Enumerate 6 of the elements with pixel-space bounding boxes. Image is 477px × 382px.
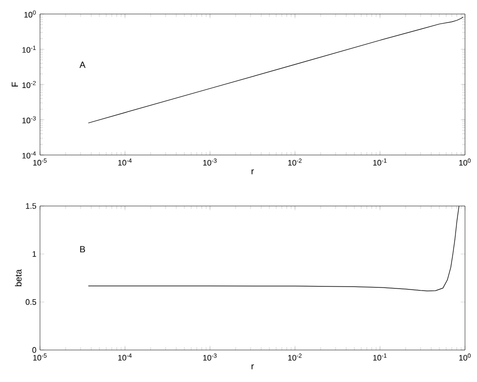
annotation: A bbox=[80, 62, 86, 68]
annotation: B bbox=[80, 246, 86, 252]
x-axis-title: r bbox=[252, 169, 254, 174]
y-axis-title: F bbox=[12, 82, 18, 87]
x-axis-title: r bbox=[252, 364, 254, 370]
y-axis-title: beta bbox=[14, 269, 22, 286]
